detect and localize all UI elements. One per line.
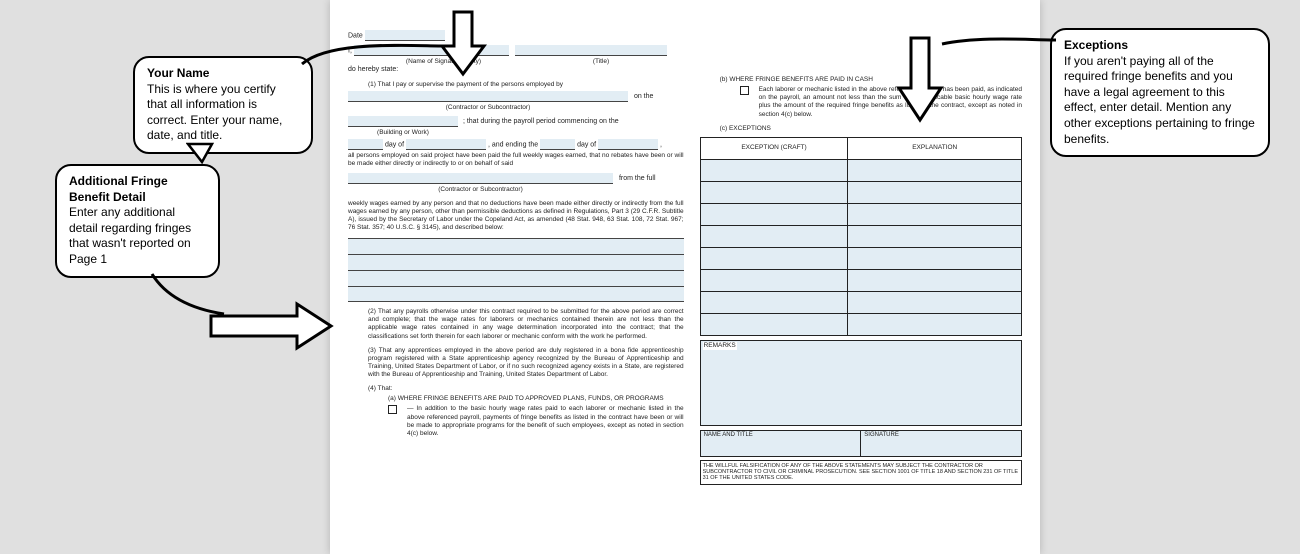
p4c: (c) EXCEPTIONS [700, 125, 1022, 133]
p4a-sub: — In addition to the basic hourly wage r… [407, 405, 684, 438]
p4: (4) That: [348, 385, 684, 393]
remarks-label: REMARKS [703, 342, 737, 350]
table-row [700, 313, 1021, 335]
connector-exceptions [940, 34, 1060, 56]
table-row [700, 181, 1021, 203]
contractor-under: (Contractor or Subcontractor) [348, 104, 628, 112]
andending: , and ending the [488, 142, 538, 149]
p4b-sub: Each laborer or mechanic listed in the a… [759, 86, 1022, 119]
exc-h2: EXPLANATION [848, 137, 1022, 159]
callout-fringe: Additional Fringe Benefit Detail Enter a… [55, 164, 220, 278]
exceptions-table: EXCEPTION (CRAFT) EXPLANATION [700, 137, 1022, 336]
d2[interactable] [540, 139, 575, 150]
arrow-down-exceptions [895, 34, 945, 124]
callout-body: Enter any additional detail regarding fr… [69, 205, 191, 266]
name-title-cell[interactable]: NAME AND TITLE [700, 430, 861, 456]
allpersons: all persons employed on said project hav… [348, 152, 684, 168]
title-under: (Title) [525, 58, 677, 66]
checkbox-4a[interactable] [388, 405, 397, 414]
left-column: Date I, (Name of Signatory Party) (Title… [348, 30, 684, 544]
table-row [700, 247, 1021, 269]
p2: (2) That any payrolls otherwise under th… [348, 308, 684, 341]
warning-box: THE WILLFUL FALSIFICATION OF ANY OF THE … [700, 460, 1022, 485]
exc-h1: EXCEPTION (CRAFT) [700, 137, 848, 159]
table-row [700, 269, 1021, 291]
on-the: on the [634, 93, 653, 100]
callout-exceptions: Exceptions If you aren't paying all of t… [1050, 28, 1270, 157]
callout-title: Your Name [147, 66, 299, 82]
tail-yourname [186, 142, 216, 164]
building-under: (Building or Work) [348, 129, 458, 137]
connector-yourname [300, 38, 450, 68]
p3: (3) That any apprentices employed in the… [348, 347, 684, 380]
p1-intro: (1) That I pay or supervise the payment … [348, 81, 684, 89]
right-column: (b) WHERE FRINGE BENEFITS ARE PAID IN CA… [700, 30, 1022, 544]
table-row [700, 225, 1021, 247]
callout-title: Additional Fringe Benefit Detail [69, 174, 206, 205]
callout-yourname: Your Name This is where you certify that… [133, 56, 313, 154]
callout-body: This is where you certify that all infor… [147, 82, 282, 143]
callout-body: If you aren't paying all of the required… [1064, 54, 1255, 146]
contractor2-field[interactable] [348, 173, 613, 184]
connector-fringe [148, 270, 228, 320]
dayof2: day of [577, 142, 596, 149]
signature-table: NAME AND TITLE SIGNATURE [700, 430, 1022, 457]
signature-cell[interactable]: SIGNATURE [861, 430, 1022, 456]
p4a: (a) WHERE FRINGE BENEFITS ARE PAID TO AP… [348, 395, 684, 403]
deductions-box[interactable] [348, 238, 684, 302]
title-field[interactable] [515, 45, 667, 56]
contractor-under2: (Contractor or Subcontractor) [348, 186, 613, 194]
building-field[interactable] [348, 116, 458, 127]
table-row [700, 291, 1021, 313]
m2[interactable] [598, 139, 658, 150]
weekly: weekly wages earned by any person and th… [348, 200, 684, 233]
fromfull: from the full [619, 175, 656, 182]
callout-title: Exceptions [1064, 38, 1256, 54]
contractor-field[interactable] [348, 91, 628, 102]
table-row [700, 159, 1021, 181]
name-title-label: NAME AND TITLE [704, 432, 753, 438]
d1[interactable] [348, 139, 383, 150]
m1[interactable] [406, 139, 486, 150]
remarks-box[interactable]: REMARKS [700, 340, 1022, 426]
checkbox-4b[interactable] [740, 86, 749, 95]
signature-label: SIGNATURE [864, 432, 899, 438]
p4b: (b) WHERE FRINGE BENEFITS ARE PAID IN CA… [700, 76, 1022, 84]
table-row [700, 203, 1021, 225]
dayof1: day of [385, 142, 404, 149]
commencing: ; that during the payroll period commenc… [463, 118, 619, 125]
